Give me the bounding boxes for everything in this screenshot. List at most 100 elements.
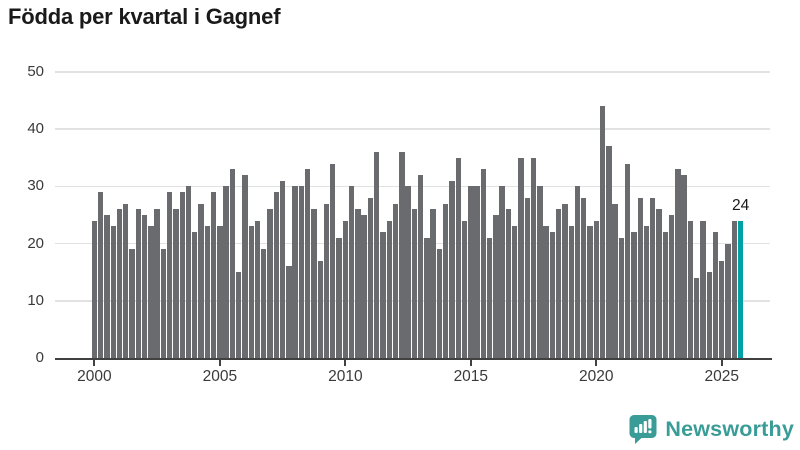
bar <box>273 192 280 358</box>
bar <box>192 232 198 358</box>
bar <box>461 220 468 358</box>
bar <box>731 220 738 358</box>
bar <box>317 260 323 358</box>
bar <box>417 174 424 358</box>
bar <box>681 174 687 358</box>
bar <box>399 152 405 358</box>
bar <box>392 203 399 358</box>
bar <box>518 157 524 358</box>
bar <box>693 277 700 358</box>
bar <box>530 157 537 358</box>
bar <box>499 186 505 358</box>
bar <box>286 266 292 358</box>
bar <box>505 209 512 358</box>
bar <box>148 226 154 358</box>
y-tick-label: 30 <box>27 177 44 195</box>
bar <box>656 209 662 358</box>
bar <box>116 209 123 358</box>
bar <box>411 209 418 358</box>
bar <box>279 180 286 358</box>
bar <box>581 197 587 358</box>
x-axis-tick <box>595 359 598 366</box>
x-tick-label: 2015 <box>453 368 489 385</box>
bar <box>210 192 217 358</box>
bar <box>650 197 656 358</box>
plot-area <box>55 71 770 358</box>
bar <box>173 209 179 358</box>
bar <box>104 215 110 358</box>
bar <box>179 192 185 358</box>
bar <box>430 209 436 358</box>
bar <box>719 260 725 358</box>
bar <box>662 232 668 358</box>
bar <box>166 192 173 358</box>
bar <box>587 226 593 358</box>
bar <box>355 209 361 358</box>
bar <box>675 169 681 358</box>
newsworthy-brand-text: Newsworthy <box>665 416 794 441</box>
bar <box>405 186 411 358</box>
bar <box>443 203 449 358</box>
bar <box>248 226 254 358</box>
bar <box>612 203 618 358</box>
bar <box>267 209 273 358</box>
bar <box>380 232 386 358</box>
chart-title: Födda per kvartal i Gagnef <box>8 4 281 29</box>
bar <box>254 220 261 358</box>
bar <box>512 226 518 358</box>
bar <box>198 203 204 358</box>
bar <box>367 197 374 358</box>
bar <box>242 174 248 358</box>
bar <box>599 106 606 358</box>
x-tick-label: 2005 <box>202 368 238 385</box>
bar <box>223 186 229 358</box>
bar <box>261 249 267 358</box>
y-tick-label: 0 <box>35 349 44 366</box>
bar-value-label: 24 <box>731 196 750 214</box>
bar <box>537 186 543 358</box>
bar <box>235 272 242 358</box>
gridline <box>55 185 770 188</box>
bar <box>204 226 211 358</box>
bar <box>374 152 380 358</box>
bar <box>687 220 694 358</box>
bar <box>185 186 192 358</box>
bar <box>643 226 650 358</box>
bar <box>606 146 612 358</box>
bar <box>110 226 116 358</box>
bar <box>493 215 499 358</box>
bar <box>361 215 367 358</box>
x-axis-tick <box>218 359 221 366</box>
x-axis-tick <box>469 359 472 366</box>
bar <box>725 243 731 358</box>
bar <box>323 203 330 358</box>
bar <box>129 249 135 358</box>
bar <box>618 237 625 358</box>
bar <box>455 157 461 358</box>
bar <box>474 186 480 358</box>
bar <box>624 163 631 358</box>
bar <box>449 180 455 358</box>
bar <box>706 272 712 358</box>
x-tick-label: 2020 <box>579 368 614 385</box>
bar <box>593 220 599 358</box>
bar <box>712 232 719 358</box>
bar <box>348 186 355 358</box>
bar <box>524 197 530 358</box>
bar <box>386 220 392 358</box>
bar <box>336 237 342 358</box>
x-tick-label: 2025 <box>704 368 739 385</box>
y-tick-label: 50 <box>27 63 44 80</box>
bar <box>135 209 141 358</box>
bar <box>298 186 305 358</box>
bar <box>562 203 568 358</box>
bar <box>486 237 493 358</box>
bar-highlighted <box>737 220 744 358</box>
bar <box>468 186 474 358</box>
bar <box>342 220 349 358</box>
bar <box>568 226 574 358</box>
y-tick-label: 10 <box>27 291 44 309</box>
bar <box>543 226 549 358</box>
bar <box>631 232 637 358</box>
x-axis-tick <box>344 359 347 366</box>
